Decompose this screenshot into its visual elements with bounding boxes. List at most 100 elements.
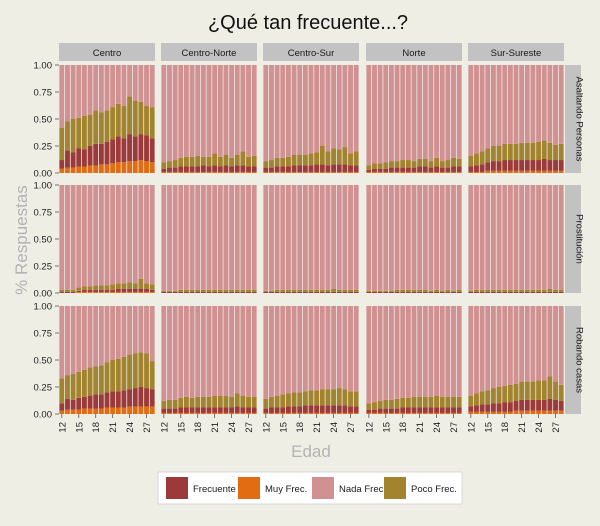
bar-poco-age-24 [331, 148, 337, 165]
bar-muy-age-20 [104, 407, 110, 414]
x-axis-title: Edad [291, 442, 331, 461]
bar-nada-age-20 [206, 185, 212, 290]
bar-muy-age-20 [104, 291, 110, 293]
bar-poco-age-22 [422, 396, 428, 408]
bar-poco-age-21 [314, 289, 320, 292]
bar-nada-age-28 [353, 65, 359, 152]
bar-nada-age-25 [336, 306, 342, 389]
bar-frecuente-age-24 [331, 164, 337, 172]
bar-poco-age-16 [183, 289, 189, 292]
legend-swatch [166, 477, 188, 499]
bar-frecuente-age-24 [331, 405, 337, 413]
bar-muy-age-22 [115, 407, 121, 414]
bar-nada-age-21 [314, 65, 320, 153]
bar-poco-age-17 [291, 392, 297, 407]
bar-frecuente-age-14 [172, 167, 178, 172]
bar-poco-age-15 [178, 397, 184, 408]
bar-nada-age-23 [121, 65, 127, 107]
bar-muy-age-18 [297, 171, 303, 173]
bar-nada-age-23 [223, 65, 229, 155]
bar-frecuente-age-12 [161, 408, 167, 413]
bar-nada-age-13 [474, 65, 479, 154]
bar-frecuente-age-14 [70, 291, 76, 293]
bar-frecuente-age-20 [104, 141, 110, 165]
bar-poco-age-18 [195, 396, 201, 408]
bar-poco-age-17 [87, 114, 93, 146]
bar-nada-age-14 [479, 185, 485, 290]
bar-frecuente-age-14 [377, 168, 383, 172]
bar-frecuente-age-23 [530, 291, 536, 293]
bar-muy-age-13 [474, 411, 479, 414]
bar-poco-age-22 [319, 146, 325, 165]
bar-poco-age-21 [314, 390, 320, 406]
x-tick-label: 12 [364, 422, 375, 433]
bar-frecuente-age-20 [513, 401, 519, 411]
bar-muy-age-23 [223, 171, 229, 173]
bar-muy-age-18 [93, 408, 99, 414]
bar-muy-age-16 [81, 166, 87, 173]
bar-muy-age-13 [167, 412, 172, 414]
bar-frecuente-age-16 [183, 291, 189, 293]
bar-muy-age-25 [132, 291, 138, 293]
bar-poco-age-28 [456, 158, 462, 167]
bar-nada-age-26 [138, 65, 144, 102]
bar-muy-age-20 [104, 164, 110, 173]
bar-poco-age-22 [524, 289, 530, 292]
bar-frecuente-age-22 [422, 407, 428, 413]
facet-row-strip-label: Robando casas [574, 327, 585, 393]
bar-poco-age-16 [81, 369, 87, 397]
bar-frecuente-age-20 [513, 160, 519, 171]
facet-row-strip-prostitucion: Prostitución [565, 185, 585, 293]
bar-nada-age-15 [76, 65, 82, 118]
bar-muy-age-25 [439, 412, 445, 414]
bar-nada-age-26 [240, 185, 246, 290]
bar-poco-age-20 [308, 289, 314, 292]
x-tick-label: 18 [398, 422, 409, 433]
bar-poco-age-20 [206, 289, 212, 292]
legend-label: Nada Frec. [339, 484, 386, 495]
facet-strip-norte: Norte [366, 43, 462, 61]
bar-frecuente-age-21 [212, 407, 218, 413]
panel-robando-casas-centro-sur [263, 306, 359, 414]
bar-nada-age-12 [161, 306, 167, 402]
bar-nada-age-16 [388, 65, 394, 162]
bar-frecuente-age-12 [161, 168, 167, 172]
bar-poco-age-12 [161, 401, 167, 409]
bar-muy-age-12 [161, 171, 167, 173]
bar-poco-age-22 [115, 283, 121, 289]
bar-poco-age-17 [189, 289, 195, 292]
bar-poco-age-16 [81, 115, 87, 150]
bar-nada-age-21 [417, 306, 423, 397]
bar-nada-age-15 [178, 65, 184, 158]
facet-strip-centro-norte: Centro-Norte [161, 43, 257, 61]
bar-poco-age-20 [411, 161, 417, 168]
bar-frecuente-age-17 [189, 166, 195, 172]
bar-muy-age-23 [325, 171, 331, 173]
facet-strip-label: Norte [402, 48, 425, 59]
bar-poco-age-16 [388, 290, 394, 292]
bar-nada-age-27 [553, 185, 558, 290]
facet-strip-label: Centro-Norte [182, 48, 237, 59]
bar-frecuente-age-23 [428, 167, 434, 172]
bar-nada-age-25 [132, 185, 138, 284]
bar-muy-age-20 [513, 170, 519, 173]
panel-asaltando-personas-sur-sureste [468, 65, 564, 173]
bar-nada-age-19 [98, 306, 104, 366]
bar-poco-age-13 [167, 399, 172, 409]
bar-poco-age-21 [417, 396, 423, 408]
bar-frecuente-age-26 [138, 288, 144, 292]
bar-nada-age-27 [451, 306, 456, 397]
bar-nada-age-28 [558, 306, 564, 385]
bar-frecuente-age-17 [189, 407, 195, 413]
bar-muy-age-27 [348, 171, 353, 173]
bar-muy-age-28 [251, 412, 257, 414]
legend-swatch [312, 477, 334, 499]
bar-frecuente-age-14 [274, 291, 280, 293]
bar-nada-age-16 [490, 65, 496, 146]
bar-frecuente-age-13 [269, 167, 274, 172]
bar-nada-age-14 [377, 185, 383, 291]
bar-nada-age-15 [383, 185, 389, 291]
bar-frecuente-age-17 [496, 161, 502, 171]
bar-nada-age-14 [70, 185, 76, 290]
bar-nada-age-14 [274, 65, 280, 158]
